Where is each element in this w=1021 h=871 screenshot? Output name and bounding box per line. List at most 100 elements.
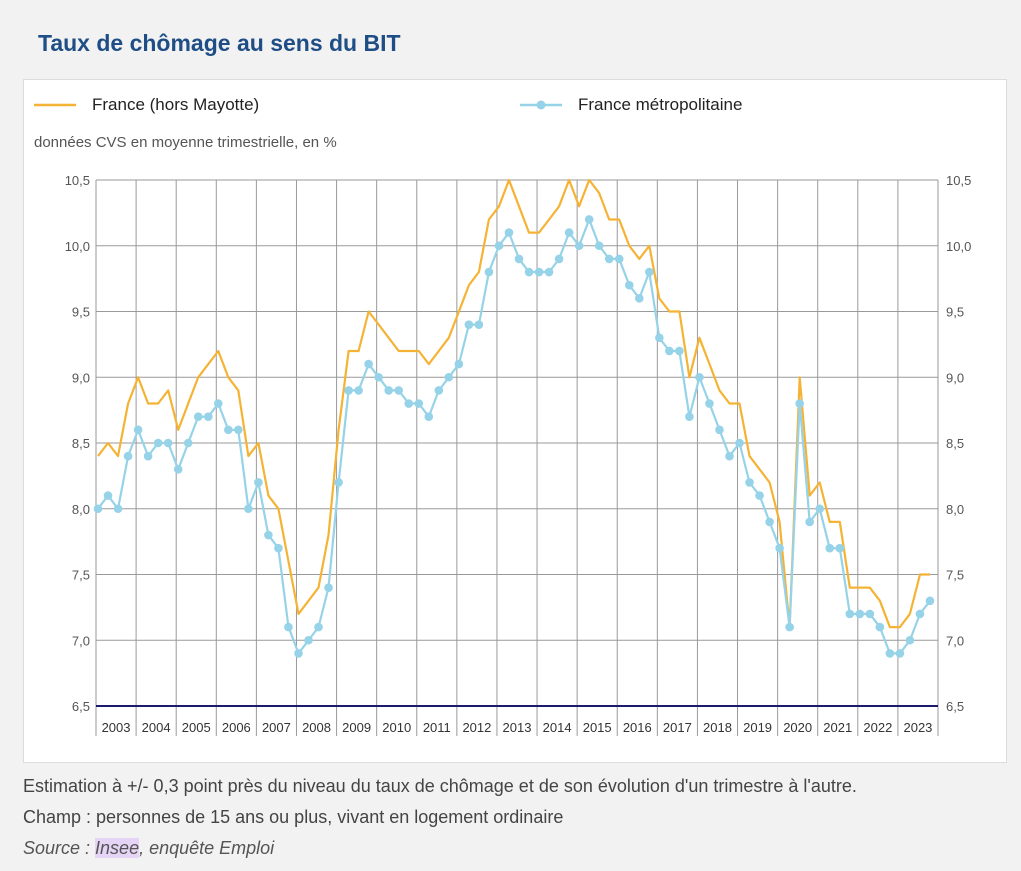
data-point-metro	[584, 215, 594, 224]
data-point-metro	[604, 254, 614, 264]
data-point-metro	[634, 294, 644, 303]
data-point-metro	[434, 386, 444, 395]
x-tick-label: 2019	[743, 720, 772, 735]
data-point-metro	[534, 267, 544, 277]
data-point-metro	[554, 254, 564, 264]
data-point-metro	[504, 228, 514, 237]
x-tick-label: 2022	[863, 720, 892, 735]
data-point-metro	[474, 320, 484, 329]
data-point-metro	[655, 333, 664, 343]
data-point-metro	[765, 517, 774, 527]
data-point-metro	[143, 451, 153, 461]
data-point-metro	[384, 386, 393, 395]
data-point-metro	[675, 346, 684, 356]
data-point-metro	[915, 609, 925, 619]
data-point-metro	[885, 649, 895, 658]
data-point-metro	[745, 478, 754, 487]
data-point-metro	[113, 504, 123, 514]
data-point-metro	[835, 543, 845, 553]
data-point-metro	[334, 478, 343, 487]
note-source: Source : Insee, enquête Emploi	[23, 833, 857, 864]
x-tick-label: 2017	[663, 720, 692, 735]
y-tick-label-right: 9,5	[946, 305, 964, 320]
chart-grid	[95, 179, 939, 736]
data-point-metro	[514, 254, 524, 264]
y-tick-label-right: 10,0	[946, 239, 971, 254]
data-point-metro	[123, 451, 133, 461]
note-scope: Champ : personnes de 15 ans ou plus, viv…	[23, 807, 564, 827]
y-tick-label-left: 8,5	[72, 436, 90, 451]
data-point-metro	[344, 386, 353, 395]
data-point-metro	[594, 241, 604, 251]
chart-panel: 6,5 6,5 7,0 7,0 7,5 7,5 8,0 8,0 8,5 8,5 9,0 9,0 9,5 9…	[23, 79, 1007, 763]
data-point-metro	[624, 280, 634, 290]
data-point-metro	[574, 241, 584, 251]
data-point-metro	[394, 386, 404, 395]
data-point-metro	[735, 438, 744, 448]
x-tick-label: 2003	[102, 720, 131, 735]
y-tick-label-left: 7,0	[72, 633, 90, 648]
source-suffix: , enquête Emploi	[139, 838, 275, 858]
legend-line-marker-icon	[520, 100, 562, 110]
data-point-metro	[785, 622, 794, 632]
legend-line-icon	[34, 103, 76, 107]
source-prefix: Source :	[23, 838, 96, 858]
data-point-metro	[304, 635, 313, 645]
data-point-metro	[855, 609, 865, 619]
x-tick-label: 2010	[382, 720, 411, 735]
data-point-metro	[665, 346, 674, 356]
insee-link[interactable]: Insee	[95, 838, 140, 858]
data-point-metro	[725, 451, 734, 461]
x-tick-label: 2007	[262, 720, 291, 735]
data-point-metro	[244, 504, 253, 514]
x-tick-label: 2015	[583, 720, 612, 735]
data-point-metro	[173, 465, 183, 474]
y-tick-label-left: 10,0	[65, 239, 90, 254]
chart-subtitle: données CVS en moyenne trimestrielle, en…	[34, 134, 337, 151]
data-point-metro	[775, 543, 784, 553]
data-point-metro	[845, 609, 855, 619]
y-tick-label-right: 7,5	[946, 568, 964, 583]
legend-item-france[interactable]: France (hors Mayotte)	[30, 94, 259, 116]
x-tick-label: 2008	[302, 720, 331, 735]
x-tick-label: 2009	[342, 720, 371, 735]
data-point-metro	[103, 491, 113, 500]
data-point-metro	[825, 543, 835, 553]
data-point-metro	[494, 241, 504, 251]
data-point-metro	[314, 622, 323, 632]
data-point-metro	[224, 425, 233, 435]
data-point-metro	[755, 491, 764, 500]
data-point-metro	[464, 320, 474, 329]
data-point-metro	[524, 267, 534, 277]
note-estimation: Estimation à +/- 0,3 point près du nivea…	[23, 776, 857, 796]
y-tick-label-right: 8,5	[946, 436, 964, 451]
data-point-metro	[203, 412, 213, 422]
data-point-metro	[414, 399, 424, 408]
data-point-metro	[163, 438, 173, 448]
data-point-metro	[795, 399, 804, 408]
data-point-metro	[695, 372, 704, 382]
data-point-metro	[234, 425, 243, 435]
data-point-metro	[905, 635, 915, 645]
data-point-metro	[454, 359, 464, 369]
legend-label-france: France (hors Mayotte)	[92, 95, 260, 114]
data-point-metro	[865, 609, 875, 619]
data-point-metro	[875, 622, 885, 632]
data-point-metro	[354, 386, 363, 395]
data-point-metro	[715, 425, 724, 435]
y-tick-label-right: 10,5	[946, 173, 971, 188]
data-point-metro	[544, 267, 554, 277]
legend-label-metro: France métropolitaine	[578, 95, 743, 114]
data-point-metro	[254, 478, 263, 487]
x-tick-label: 2004	[142, 720, 171, 735]
data-point-metro	[324, 583, 333, 592]
data-point-metro	[404, 399, 414, 408]
y-tick-label-left: 9,5	[72, 305, 90, 320]
y-tick-label-left: 6,5	[72, 699, 90, 714]
legend-item-metro[interactable]: France métropolitaine	[516, 94, 742, 116]
chart-axes: 6,5 6,5 7,0 7,0 7,5 7,5 8,0 8,0 8,5 8,5 9,0 9,0 9,5 9…	[65, 173, 972, 735]
data-point-metro	[213, 399, 223, 408]
y-tick-label-left: 8,0	[72, 502, 90, 517]
data-point-metro	[815, 504, 825, 514]
y-tick-label-right: 7,0	[946, 633, 964, 648]
